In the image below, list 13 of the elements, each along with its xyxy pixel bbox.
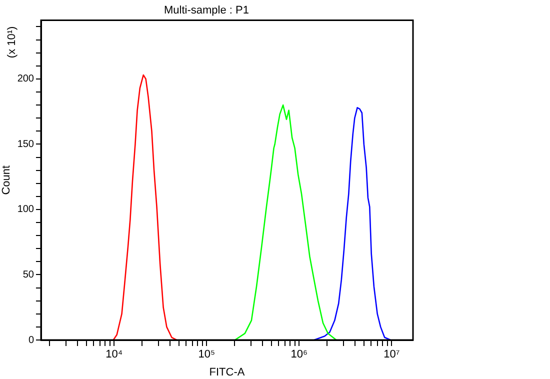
x-tick-label: 10⁴ [106, 348, 123, 361]
x-tick-label: 10⁷ [384, 348, 400, 361]
y-tick-label: 150 [17, 138, 34, 150]
chart-title: Multi-sample : P1 [164, 4, 249, 17]
y-tick-label: 0 [28, 334, 34, 346]
x-tick-label: 10⁶ [290, 348, 308, 361]
y-tick-label: 200 [17, 74, 34, 85]
text: (x 10¹) [6, 26, 18, 58]
x-axis-title: FITC-A [209, 366, 246, 378]
y-tick-label: 100 [17, 204, 34, 216]
x-tick-label: 10⁵ [198, 348, 216, 361]
y-axis-title: Count [0, 165, 13, 195]
y-tick-label: 50 [22, 269, 34, 280]
